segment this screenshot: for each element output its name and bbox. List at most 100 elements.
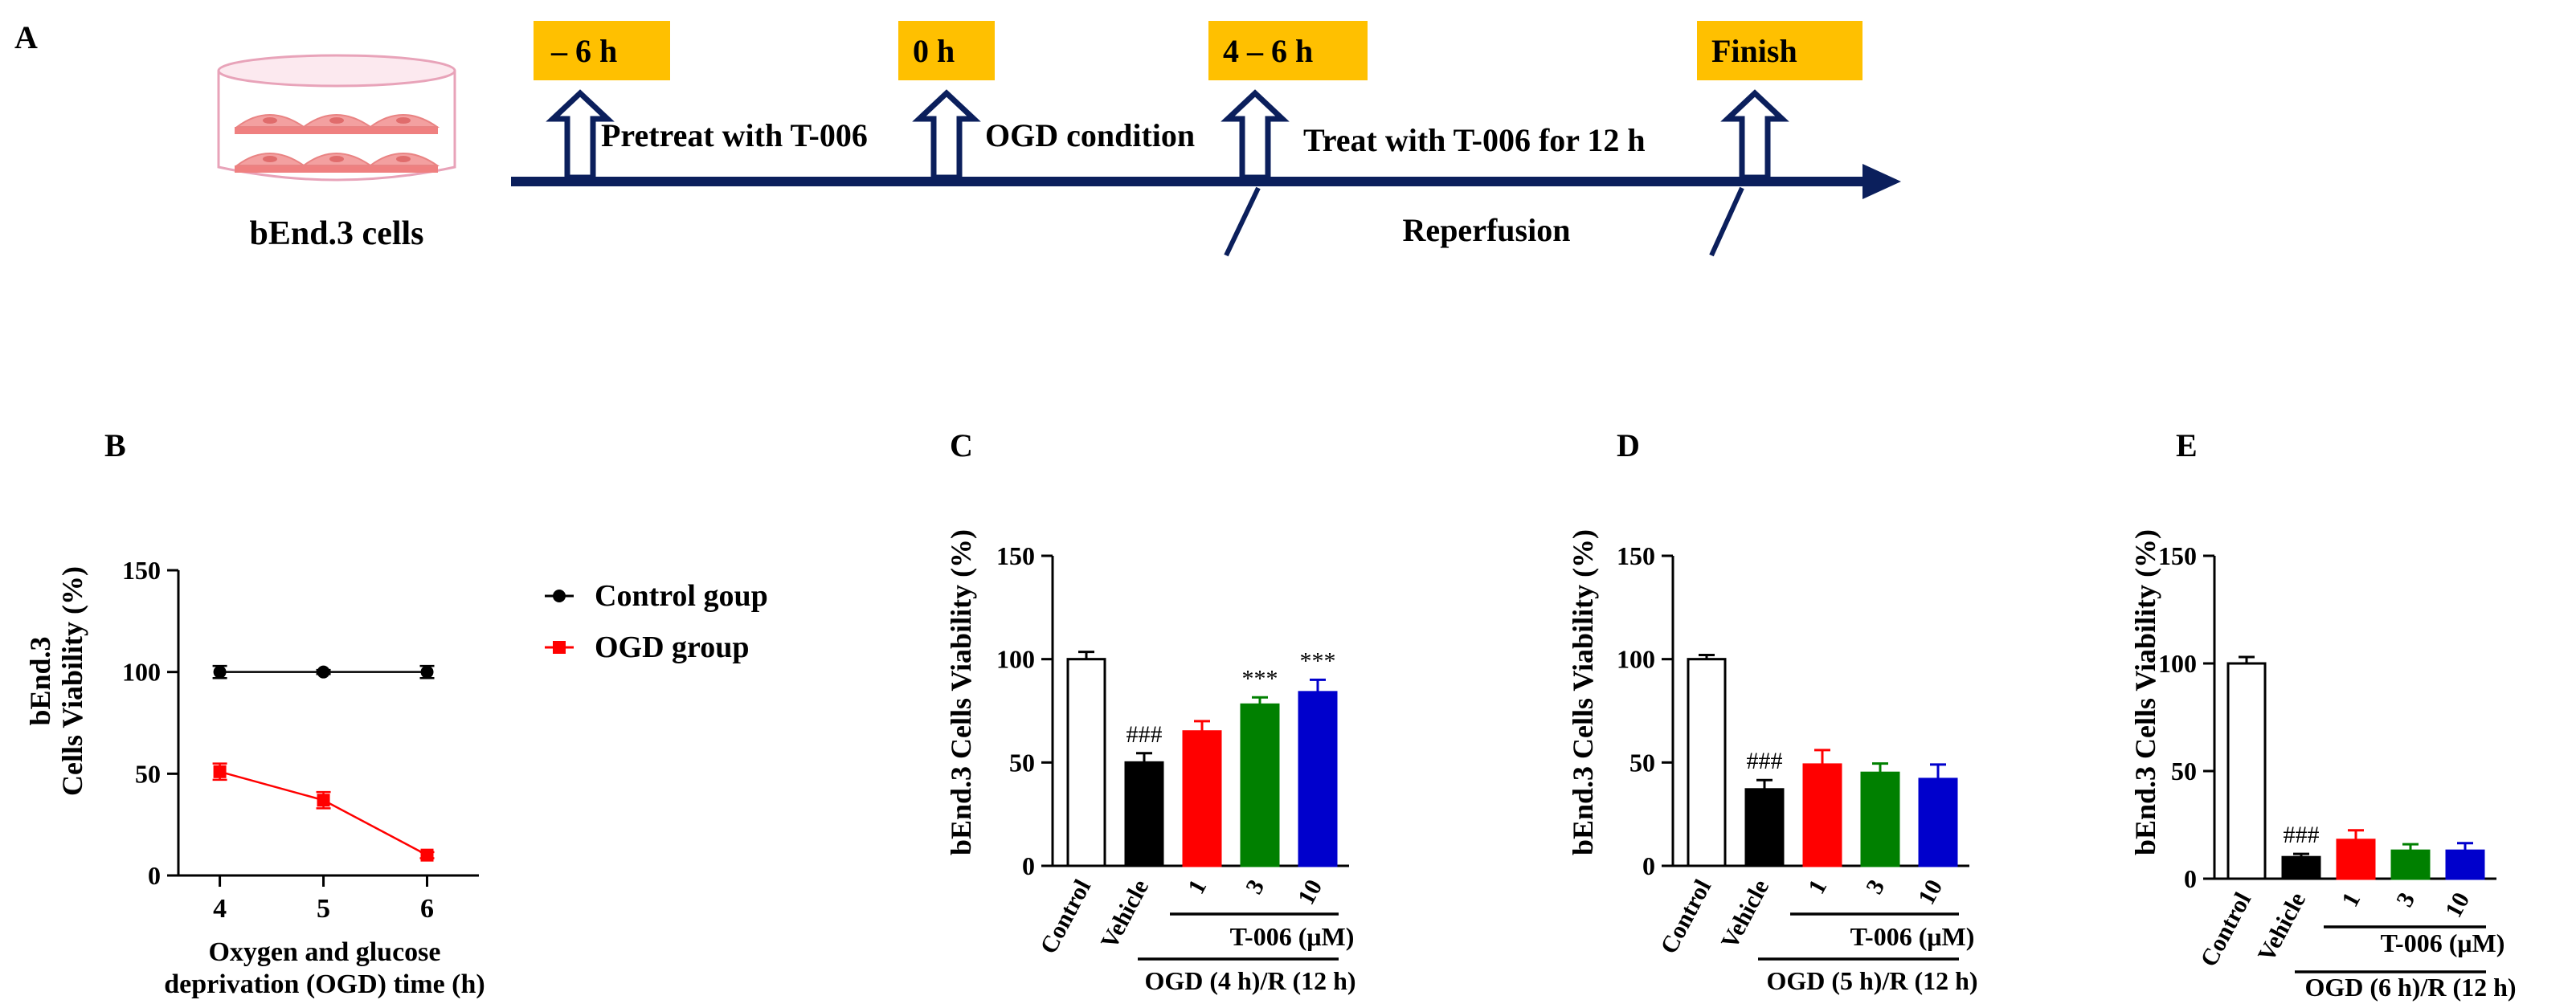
panel-b-plot-area [212, 664, 435, 862]
panel-e: E bEnd.3 Cells Viability (%) 0 50 100 150 Co… [2129, 427, 2517, 1002]
panel-e-y-tick-label: 50 [2171, 757, 2197, 786]
legend-control-label: Control goup [595, 579, 768, 613]
panel-e-x-tick-label: 1 [2337, 888, 2365, 912]
panel-c-treatment-label: T-006 (μM) [1230, 922, 1355, 951]
panel-e-bar [2390, 849, 2431, 880]
panel-b-point [420, 665, 434, 679]
panel-c-annotation: ### [1126, 721, 1163, 748]
panel-b-x-tick-label: 5 [317, 894, 330, 924]
panel-e-letter: E [2176, 427, 2198, 463]
badge-4-6h-text: 4 – 6 h [1223, 33, 1313, 69]
panel-c-annotation: *** [1242, 665, 1278, 692]
badge-0h-text: 0 h [913, 33, 955, 69]
panel-e-annotation: ### [2284, 822, 2320, 848]
panel-b-point [420, 848, 434, 862]
panel-c-bar [1066, 658, 1106, 867]
panel-e-x-tick-label: 10 [2440, 888, 2475, 922]
badge-minus6h [534, 21, 670, 80]
legend-ogd-marker [553, 641, 566, 654]
panel-b-x-tick-label: 4 [213, 894, 227, 924]
up-arrow-0h [912, 89, 981, 181]
panel-e-y-tick-label: 150 [2158, 541, 2197, 570]
timeline-arrowhead [1862, 164, 1901, 199]
panel-e-x-tick-label: Control [2195, 888, 2256, 971]
panel-c-x-tick-label: 3 [1241, 875, 1270, 899]
panel-c-bar [1182, 730, 1222, 867]
panel-b-point [317, 665, 330, 679]
reperfusion-end-slash [1709, 186, 1744, 257]
panel-e-y-tick-label: 0 [2184, 864, 2197, 893]
panel-c-y-tick-label: 50 [1009, 748, 1035, 777]
panel-c-letter: C [950, 427, 973, 463]
panel-d-bar [1918, 777, 1958, 867]
panel-d-x-tick-label: 3 [1861, 875, 1890, 899]
panel-b-series-line-1 [219, 770, 428, 856]
panel-b-axes: 0 50 100 150 4 5 6 [122, 556, 479, 924]
panel-c-bar [1240, 703, 1280, 867]
panel-b-point [213, 765, 227, 778]
panel-d-treatment-label: T-006 (μM) [1850, 922, 1975, 951]
panel-b-point [317, 794, 330, 807]
panel-c-y-tick-label: 100 [996, 645, 1035, 674]
panel-d-condition-label: OGD (5 h)/R (12 h) [1766, 966, 1977, 995]
panel-b-y-tick-label: 100 [122, 658, 161, 687]
panel-d-bar [1744, 788, 1785, 867]
culture-dish-icon [217, 54, 456, 182]
legend-control-marker [553, 590, 566, 602]
panel-d-annotation: ### [1747, 748, 1783, 774]
panel-b-y-tick-label: 50 [135, 759, 161, 788]
badge-0h [898, 21, 995, 80]
badge-minus6h-text: – 6 h [550, 33, 617, 69]
panel-b: B bEnd.3 Cells Viability (%) 0 50 100 150 4 5… [24, 427, 768, 999]
panel-a: A bEnd.3 cells [14, 19, 1901, 257]
step-pretreat: Pretreat with T-006 [601, 117, 868, 153]
panel-e-condition-label: OGD (6 h)/R (12 h) [2304, 973, 2516, 1002]
panel-c-x-tick-label: 1 [1183, 875, 1212, 899]
panel-b-xlabel-line1: Oxygen and glucose [208, 937, 440, 967]
panel-b-legend: Control goup OGD group [545, 579, 768, 664]
panel-d-ylabel: bEnd.3 Cells Viability (%) [1567, 529, 1599, 855]
panel-c-annotation: *** [1300, 647, 1336, 674]
panel-c-y-tick-label: 0 [1022, 851, 1035, 880]
panel-a-letter: A [14, 19, 38, 55]
panel-c-condition-label: OGD (4 h)/R (12 h) [1144, 966, 1355, 995]
panel-d-bar [1802, 763, 1842, 867]
panel-b-ylabel-line2: Cells Viability (%) [56, 566, 88, 796]
panel-c: C bEnd.3 Cells Viability (%) 0 50 100 150 Co… [945, 427, 1356, 995]
step-treat: Treat with T-006 for 12 h [1303, 122, 1646, 158]
panel-d-bar [1687, 658, 1727, 867]
panel-d-letter: D [1617, 427, 1640, 463]
panel-c-ylabel: bEnd.3 Cells Viability (%) [945, 529, 977, 855]
reperfusion-start-slash [1224, 186, 1261, 257]
panel-e-ylabel: bEnd.3 Cells Viability (%) [2129, 529, 2161, 855]
badge-finish [1697, 21, 1862, 80]
up-arrow-finish [1720, 89, 1789, 181]
panel-e-y-tick-label: 100 [2158, 649, 2197, 678]
panel-c-x-tick-label: 10 [1293, 875, 1327, 909]
panel-c-chart: 0 50 100 150 Control ### Vehicle 1 *** 3 *** 10 [996, 541, 1349, 961]
panel-d-x-tick-label: 10 [1913, 875, 1948, 909]
panel-c-y-tick-label: 150 [996, 541, 1035, 570]
panel-b-point [213, 665, 227, 679]
panel-e-bar [2336, 839, 2376, 880]
panel-e-x-tick-label: Vehicle [2253, 888, 2311, 966]
panel-e-chart: 0 50 100 150 Control ### Vehicle 1 3 10 [2158, 541, 2496, 973]
panel-d-y-tick-label: 50 [1629, 748, 1655, 777]
panel-b-xlabel-line2: deprivation (OGD) time (h) [164, 969, 485, 999]
panel-d-x-tick-label: Control [1655, 875, 1716, 958]
panel-e-treatment-label: T-006 (μM) [2381, 928, 2505, 957]
panel-d-y-tick-label: 0 [1642, 851, 1655, 880]
panel-c-x-tick-label: Control [1035, 875, 1096, 958]
panel-b-y-tick-label: 150 [122, 556, 161, 585]
badge-finish-text: Finish [1711, 33, 1797, 69]
panel-d-chart: 0 50 100 150 Control ### Vehicle 1 3 10 [1617, 541, 1969, 961]
panel-e-x-tick-label: 3 [2391, 888, 2420, 912]
panel-c-x-tick-label: Vehicle [1096, 875, 1154, 953]
step-ogd: OGD condition [985, 117, 1195, 153]
panel-d-y-tick-label: 100 [1617, 645, 1655, 674]
panel-b-letter: B [104, 427, 126, 463]
panel-e-bar [2445, 849, 2485, 880]
panel-b-x-tick-label: 6 [420, 894, 434, 924]
legend-ogd-label: OGD group [595, 631, 750, 664]
cell-line-label: bEnd.3 cells [249, 215, 423, 252]
